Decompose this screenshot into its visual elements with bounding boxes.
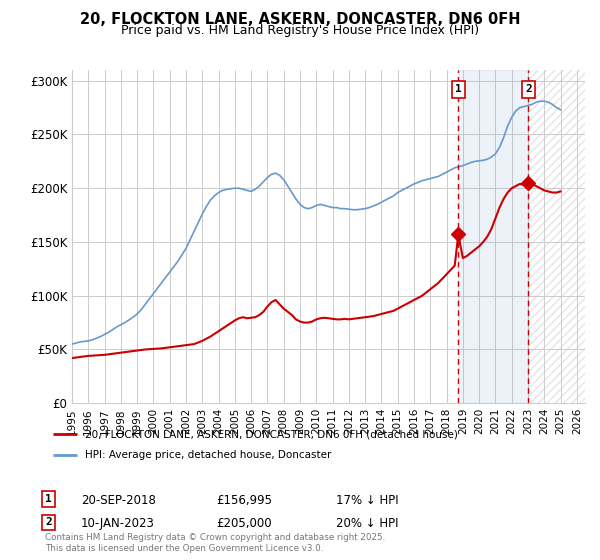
Text: 10-JAN-2023: 10-JAN-2023 [81, 517, 155, 530]
Text: 2: 2 [525, 85, 532, 94]
Text: Contains HM Land Registry data © Crown copyright and database right 2025.
This d: Contains HM Land Registry data © Crown c… [45, 533, 385, 553]
Text: Price paid vs. HM Land Registry's House Price Index (HPI): Price paid vs. HM Land Registry's House … [121, 24, 479, 37]
Text: £156,995: £156,995 [216, 494, 272, 507]
Text: £205,000: £205,000 [216, 517, 272, 530]
Text: 17% ↓ HPI: 17% ↓ HPI [336, 494, 398, 507]
Text: 20, FLOCKTON LANE, ASKERN, DONCASTER, DN6 0FH (detached house): 20, FLOCKTON LANE, ASKERN, DONCASTER, DN… [85, 429, 458, 439]
Text: 20, FLOCKTON LANE, ASKERN, DONCASTER, DN6 0FH: 20, FLOCKTON LANE, ASKERN, DONCASTER, DN… [80, 12, 520, 27]
Bar [529, 70, 585, 403]
Text: HPI: Average price, detached house, Doncaster: HPI: Average price, detached house, Donc… [85, 450, 332, 460]
Bar [458, 70, 529, 403]
Text: 2: 2 [45, 517, 52, 528]
Text: 1: 1 [45, 494, 52, 504]
Text: 20% ↓ HPI: 20% ↓ HPI [336, 517, 398, 530]
Text: 20-SEP-2018: 20-SEP-2018 [81, 494, 156, 507]
Text: 1: 1 [455, 85, 461, 94]
